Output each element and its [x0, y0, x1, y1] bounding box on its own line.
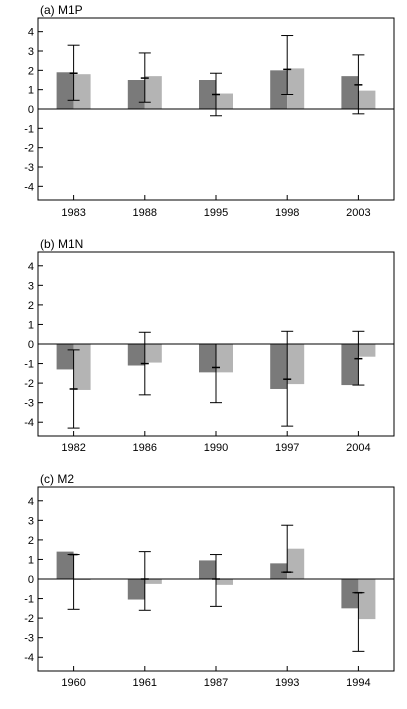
y-tick-label-m2: -4	[24, 652, 34, 664]
bar-m1p-series-2	[144, 76, 162, 109]
y-tick-label-m2: 1	[28, 554, 34, 566]
y-tick-label-m2: -1	[24, 594, 34, 606]
y-tick-label-m1n: 2	[28, 300, 34, 312]
bar-m1p-series-2	[287, 68, 305, 109]
panel-m1n: (b) M1N -4 -3 -2 -1 0 1 2 3 4 1982 1986 1990 1997 200…	[24, 237, 395, 454]
bar-m2-series-1	[199, 560, 216, 579]
bar-m1n-series-1	[127, 344, 145, 366]
bar-m1n-series-2	[216, 344, 233, 373]
panel-title-m1p: (a) M1P	[40, 3, 83, 17]
category-label-m1p: 1988	[133, 207, 157, 219]
y-tick-label-m1n: -4	[24, 417, 34, 429]
y-tick-label-m1p: -4	[24, 181, 34, 193]
category-label-m1p: 1983	[61, 207, 85, 219]
y-tick-label-m1p: -3	[24, 162, 34, 174]
category-label-m2: 1961	[133, 677, 157, 689]
bar-m1p-series-1	[127, 80, 145, 109]
panel-m1p: (a) M1P -4 -3 -2 -1 0 1 2 3 4 1983 1988 1995 1998 200…	[24, 3, 395, 219]
y-tick-label-m1p: 3	[28, 46, 34, 58]
category-label-m1n: 1997	[275, 442, 299, 454]
category-label-m1n: 1990	[204, 442, 228, 454]
category-label-m1n: 2004	[346, 442, 370, 454]
bar-m1p-series-1	[56, 72, 74, 109]
y-tick-label-m1n: -2	[24, 378, 34, 390]
bar-m1n-series-2	[144, 344, 162, 363]
y-tick-label-m1p: 0	[28, 104, 34, 116]
bar-m1n-series-1	[341, 344, 359, 386]
bar-m1n-series-2	[73, 344, 91, 390]
panel-title-m2: (c) M2	[40, 472, 74, 486]
bar-m1p-series-1	[199, 80, 216, 109]
y-tick-label-m1p: -2	[24, 143, 34, 155]
category-label-m1p: 1998	[275, 207, 299, 219]
category-label-m1p: 2003	[346, 207, 370, 219]
y-tick-label-m1p: -1	[24, 123, 34, 135]
bar-m2-series-2	[287, 548, 305, 579]
category-label-m2: 1960	[61, 677, 85, 689]
bar-m2-series-1	[56, 551, 74, 579]
category-label-m2: 1987	[204, 677, 228, 689]
y-tick-label-m1n: -3	[24, 398, 34, 410]
bar-m2-series-1	[127, 579, 145, 600]
plot-marks-m1n: -4 -3 -2 -1 0 1 2 3 4 1982 1986 1990 1997 2004	[24, 261, 394, 454]
bar-m1p-series-2	[358, 90, 376, 109]
panel-m2: (c) M2 -4 -3 -2 -1 0 1 2 3 4 1960 1961 1987 1993 1994	[24, 472, 395, 689]
y-tick-label-m1n: 0	[28, 339, 34, 351]
y-tick-label-m2: 0	[28, 574, 34, 586]
panel-title-m1n: (b) M1N	[40, 237, 83, 251]
bar-m1n-series-1	[270, 344, 288, 389]
y-tick-label-m2: 3	[28, 515, 34, 527]
bar-m2-series-1	[270, 563, 288, 579]
category-label-m2: 1993	[275, 677, 299, 689]
bar-m1p-series-2	[73, 74, 91, 109]
y-tick-label-m1p: 1	[28, 85, 34, 97]
bar-m2-series-1	[341, 579, 359, 609]
bar-m1n-series-1	[56, 344, 74, 370]
bar-m2-series-2	[216, 579, 233, 585]
bar-m1p-series-1	[270, 70, 288, 109]
y-tick-label-m1n: 4	[28, 261, 34, 273]
bar-m1n-series-1	[199, 344, 216, 373]
bar-m1n-series-2	[287, 344, 305, 385]
y-tick-label-m1n: -1	[24, 359, 34, 371]
y-tick-label-m2: 2	[28, 535, 34, 547]
bar-m1p-series-2	[216, 93, 233, 109]
category-label-m1p: 1995	[204, 207, 228, 219]
bar-m1p-series-1	[341, 76, 359, 109]
plot-marks-m2: -4 -3 -2 -1 0 1 2 3 4 1960 1961 1987 1993 1994	[24, 496, 394, 689]
bar-m2-series-2	[144, 579, 162, 584]
y-tick-label-m1n: 1	[28, 319, 34, 331]
bar-m1n-series-2	[358, 344, 376, 357]
category-label-m1n: 1982	[61, 442, 85, 454]
y-tick-label-m2: 4	[28, 496, 34, 508]
y-tick-label-m1n: 3	[28, 280, 34, 292]
y-tick-label-m2: -3	[24, 633, 34, 645]
bar-m2-series-2	[358, 579, 376, 620]
y-tick-label-m2: -2	[24, 613, 34, 625]
y-tick-label-m1p: 2	[28, 65, 34, 77]
category-label-m2: 1994	[346, 677, 370, 689]
category-label-m1n: 1986	[133, 442, 157, 454]
y-tick-label-m1p: 4	[28, 27, 34, 39]
plot-marks-m1p: -4 -3 -2 -1 0 1 2 3 4 1983 1988 1995 1998 2003	[24, 27, 394, 219]
